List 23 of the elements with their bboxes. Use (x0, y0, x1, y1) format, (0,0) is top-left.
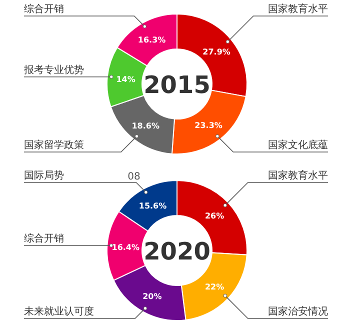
data-label: 15.6% (138, 202, 167, 211)
slice-label: 国家文化底蕴 (268, 139, 328, 151)
data-label: 16.4% (112, 243, 140, 252)
slice-label: 国际局势 (24, 170, 64, 182)
data-label: 27.9% (202, 48, 230, 57)
data-label: 26% (204, 212, 224, 221)
text: 08 (128, 172, 140, 182)
slice-label: 未来就业认可度 (24, 306, 94, 318)
text: 2015 (144, 71, 210, 99)
data-label: 16.3% (138, 36, 166, 45)
data-label: 23.3% (194, 121, 222, 130)
slice-label: 国家治安情况 (268, 306, 328, 318)
text: 2020 (144, 238, 210, 266)
data-label: 22% (204, 282, 224, 292)
data-label: 18.6% (132, 121, 160, 130)
slice-label: 国家留学政策 (24, 139, 84, 151)
slice-label: 综合开销 (24, 232, 64, 245)
slice-label: 国家教育水平 (268, 170, 328, 182)
data-label: 20% (142, 292, 162, 302)
slice-label: 报考专业优势 (23, 64, 84, 76)
slice-label: 国家教育水平 (268, 3, 328, 15)
data-label: 14% (116, 74, 136, 84)
slice-label: 综合开销 (24, 3, 64, 15)
